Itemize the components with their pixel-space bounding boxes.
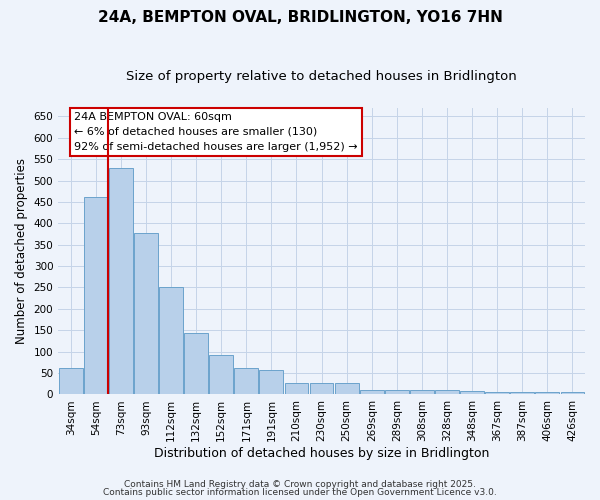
Bar <box>460 391 484 394</box>
Bar <box>535 392 559 394</box>
Bar <box>159 286 183 395</box>
Bar <box>84 197 108 394</box>
Bar <box>360 390 383 394</box>
Bar <box>435 390 459 394</box>
Bar <box>184 334 208 394</box>
Y-axis label: Number of detached properties: Number of detached properties <box>15 158 28 344</box>
Bar <box>310 383 334 394</box>
Bar <box>485 392 509 394</box>
Text: 24A BEMPTON OVAL: 60sqm
← 6% of detached houses are smaller (130)
92% of semi-de: 24A BEMPTON OVAL: 60sqm ← 6% of detached… <box>74 112 358 152</box>
Bar <box>385 390 409 394</box>
Bar <box>235 368 258 394</box>
Bar <box>410 390 434 394</box>
Bar <box>209 354 233 395</box>
X-axis label: Distribution of detached houses by size in Bridlington: Distribution of detached houses by size … <box>154 447 489 460</box>
Bar <box>59 368 83 394</box>
Bar <box>109 168 133 394</box>
Text: 24A, BEMPTON OVAL, BRIDLINGTON, YO16 7HN: 24A, BEMPTON OVAL, BRIDLINGTON, YO16 7HN <box>98 10 502 25</box>
Bar <box>284 383 308 394</box>
Text: Contains HM Land Registry data © Crown copyright and database right 2025.: Contains HM Land Registry data © Crown c… <box>124 480 476 489</box>
Bar <box>259 370 283 394</box>
Bar <box>511 392 534 394</box>
Bar <box>560 392 584 394</box>
Title: Size of property relative to detached houses in Bridlington: Size of property relative to detached ho… <box>126 70 517 83</box>
Text: Contains public sector information licensed under the Open Government Licence v3: Contains public sector information licen… <box>103 488 497 497</box>
Bar <box>335 383 359 394</box>
Bar <box>134 232 158 394</box>
